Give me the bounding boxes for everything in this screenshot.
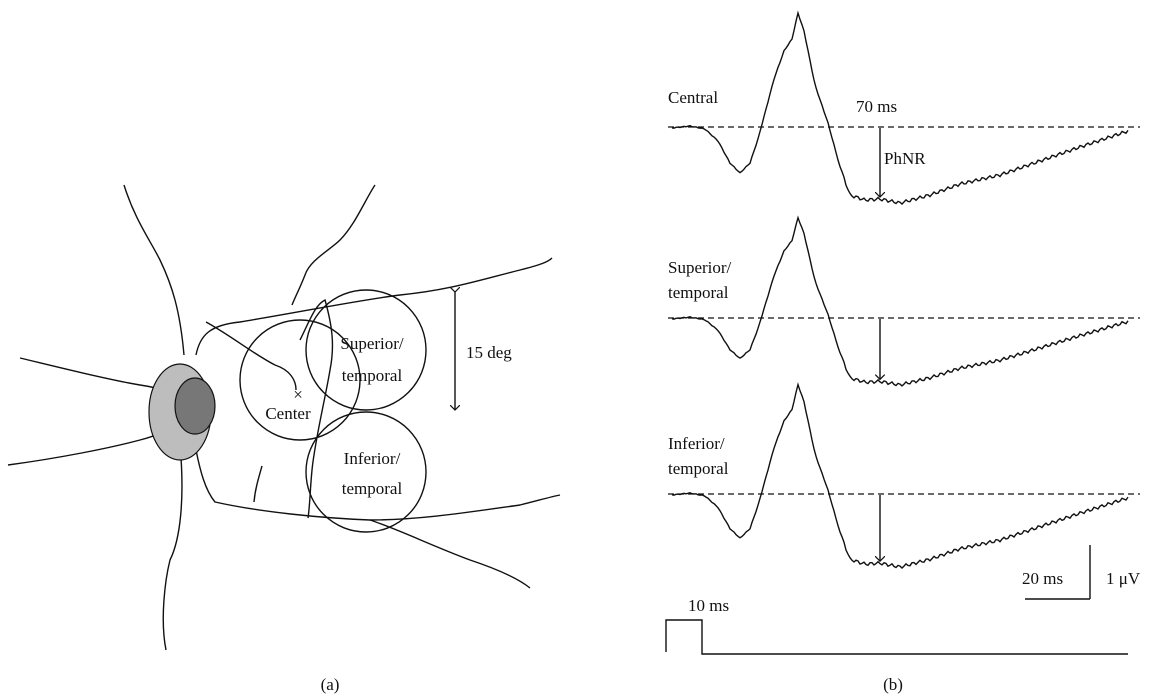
- latency-label: 70 ms: [856, 97, 897, 116]
- center-marker: ×: [293, 385, 303, 404]
- trace-label: temporal: [668, 459, 729, 478]
- erg-trace: [671, 215, 1129, 387]
- amplitude-scale-label: 1 μV: [1106, 569, 1141, 588]
- superior-label: Superior/: [340, 334, 404, 353]
- superior-field: [305, 289, 427, 411]
- inferior-label: temporal: [342, 479, 403, 498]
- panel-label: (b): [883, 675, 903, 694]
- erg-trace: [671, 10, 1129, 205]
- time-scale-label: 20 ms: [1022, 569, 1063, 588]
- scale-label: 15 deg: [466, 343, 512, 362]
- trace-label: Central: [668, 88, 718, 107]
- stimulus-label: 10 ms: [688, 596, 729, 615]
- panel-label: (a): [321, 675, 340, 694]
- center-label: Center: [265, 404, 311, 423]
- stimulus-trace: [665, 619, 1128, 655]
- erg-trace: [671, 382, 1129, 569]
- inferior-field: [305, 411, 427, 533]
- vessels: [7, 184, 561, 651]
- trace-label: temporal: [668, 283, 729, 302]
- inferior-label: Inferior/: [344, 449, 401, 468]
- optic-cup: [174, 377, 216, 435]
- trace-label: Superior/: [668, 258, 732, 277]
- superior-label: temporal: [342, 366, 403, 385]
- component-label: PhNR: [884, 149, 926, 168]
- trace-label: Inferior/: [668, 434, 725, 453]
- center-field: [239, 319, 361, 441]
